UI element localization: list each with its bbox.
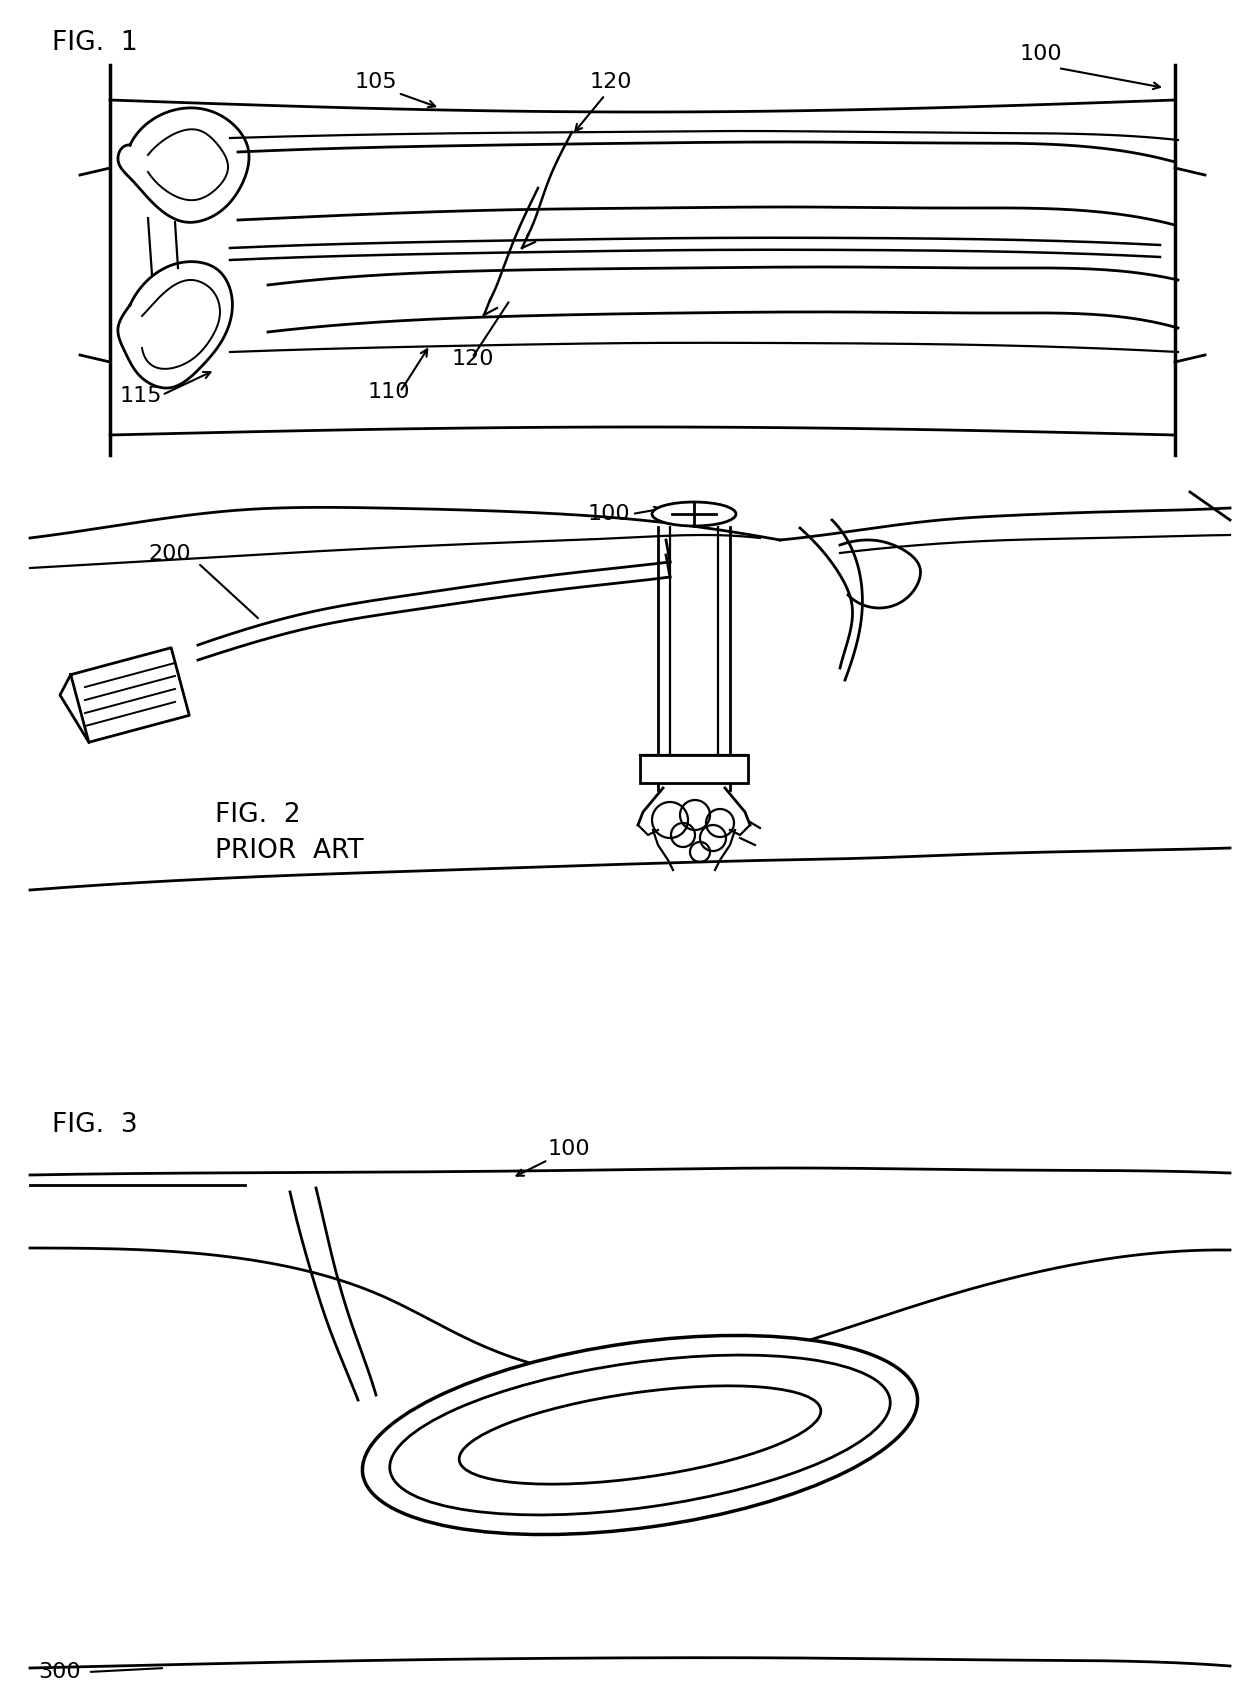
Text: 100: 100 bbox=[548, 1140, 590, 1158]
Text: PRIOR  ART: PRIOR ART bbox=[215, 839, 363, 864]
Text: 105: 105 bbox=[355, 73, 398, 91]
Text: FIG.  1: FIG. 1 bbox=[52, 30, 138, 56]
Text: 100: 100 bbox=[1021, 44, 1063, 64]
Text: 120: 120 bbox=[453, 348, 495, 369]
Text: 200: 200 bbox=[148, 545, 191, 565]
Ellipse shape bbox=[652, 502, 737, 526]
Text: 115: 115 bbox=[120, 386, 162, 406]
Ellipse shape bbox=[389, 1354, 890, 1515]
Bar bbox=[640, 754, 748, 783]
Ellipse shape bbox=[362, 1336, 918, 1534]
Text: 100: 100 bbox=[588, 504, 631, 524]
Text: FIG.  2: FIG. 2 bbox=[215, 802, 300, 829]
Text: 110: 110 bbox=[368, 382, 410, 402]
Text: 300: 300 bbox=[38, 1662, 81, 1683]
Text: 120: 120 bbox=[590, 73, 632, 91]
Text: FIG.  3: FIG. 3 bbox=[52, 1113, 138, 1138]
Ellipse shape bbox=[459, 1387, 821, 1485]
